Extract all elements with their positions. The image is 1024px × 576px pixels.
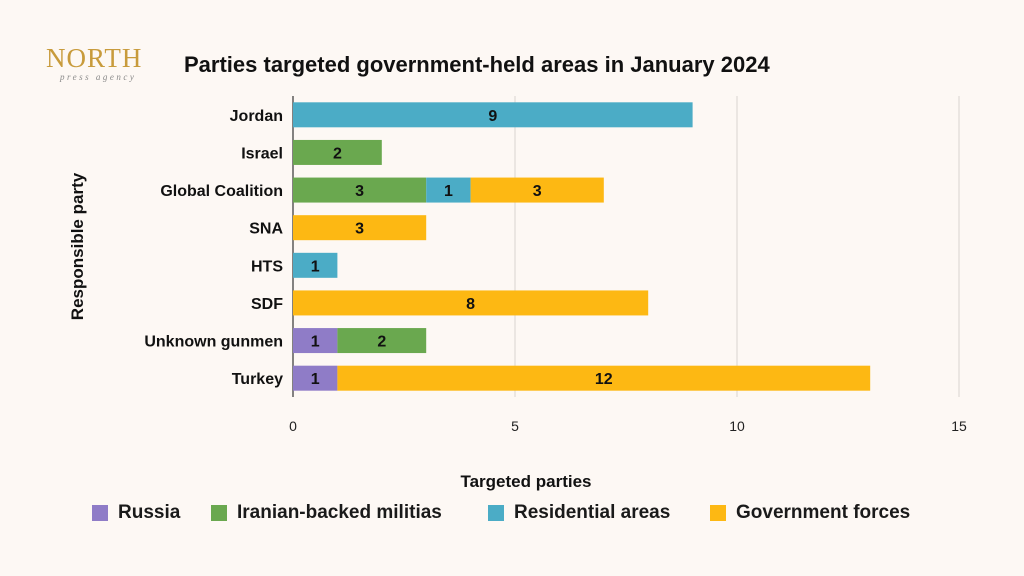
x-tick-label: 15 — [951, 418, 967, 434]
logo-wordmark: NORTH — [46, 43, 143, 73]
chart-legend: Russia Iranian-backed militias Residential… — [0, 500, 1024, 526]
bar-segment — [293, 328, 338, 354]
bar-data-label: 12 — [595, 371, 613, 388]
bar-segment — [426, 177, 471, 203]
bar-segment — [293, 139, 382, 165]
legend-label: Government forces — [736, 502, 911, 523]
legend-item: Iranian-backed militias — [211, 500, 442, 526]
x-axis-title: Targeted parties — [460, 472, 591, 491]
y-axis-title: Responsible party — [68, 172, 87, 320]
legend-label: Russia — [118, 502, 181, 523]
legend-swatch — [211, 505, 227, 521]
y-category-label: Turkey — [232, 371, 283, 388]
x-tick-label: 5 — [511, 418, 519, 434]
legend-swatch — [710, 505, 726, 521]
x-tick-label: 0 — [289, 418, 297, 434]
x-tick-label: 10 — [729, 418, 745, 434]
bar-data-label: 1 — [444, 183, 453, 200]
y-category-label: Jordan — [230, 108, 283, 125]
y-category-label: HTS — [251, 258, 283, 275]
bar-segment — [337, 365, 871, 391]
bar-data-label: 3 — [355, 183, 364, 200]
bar-data-label: 8 — [466, 296, 475, 313]
legend-item: Russia — [92, 500, 180, 526]
legend-swatch — [488, 505, 504, 521]
y-category-label: SDF — [251, 296, 283, 313]
legend-label: Residential areas — [514, 502, 671, 523]
legend-swatch — [92, 505, 108, 521]
bar-segment — [293, 177, 427, 203]
logo-subtitle: press agency — [60, 72, 137, 82]
bar-segment — [293, 290, 649, 316]
y-category-label: SNA — [249, 221, 283, 238]
bar-segment — [470, 177, 604, 203]
bar-data-label: 2 — [377, 334, 386, 351]
bar-segment — [337, 328, 427, 354]
bar-segment — [293, 215, 427, 241]
bar-data-label: 3 — [533, 183, 542, 200]
bar-segment — [293, 252, 338, 278]
bar-data-label: 1 — [311, 258, 320, 275]
y-category-label: Unknown gunmen — [144, 334, 283, 351]
legend-item: Government forces — [710, 500, 910, 526]
legend-label: Iranian-backed militias — [237, 502, 442, 523]
north-press-agency-logo: NORTH press agency — [46, 44, 164, 84]
bar-data-label: 1 — [311, 334, 320, 351]
y-category-label: Israel — [241, 145, 283, 162]
bar-segment — [293, 102, 693, 128]
bar-data-label: 3 — [355, 221, 364, 238]
bar-data-label: 2 — [333, 145, 342, 162]
bar-data-label: 9 — [488, 108, 497, 125]
chart-title: Parties targeted government-held areas i… — [184, 52, 770, 77]
stacked-bar-chart: 0 5 10 15 Jordan 9 Israel 2 Global Coalition 3 1 3 S… — [68, 96, 967, 491]
bar-data-label: 1 — [311, 371, 320, 388]
y-category-label: Global Coalition — [160, 183, 283, 200]
bar-segment — [293, 365, 338, 391]
legend-item: Residential areas — [488, 500, 670, 526]
